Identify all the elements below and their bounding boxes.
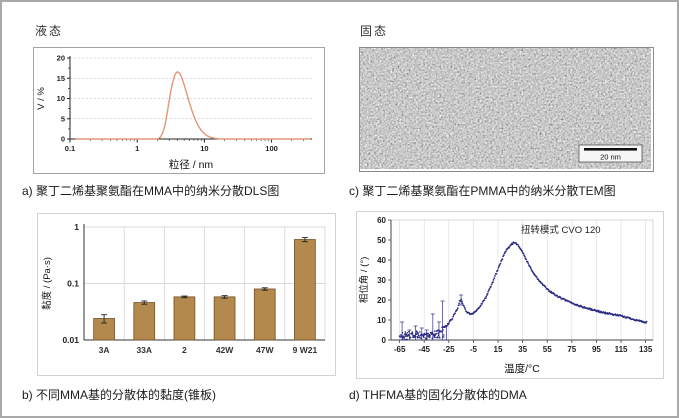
svg-text:100: 100 (265, 144, 278, 153)
svg-text:35: 35 (518, 345, 527, 354)
caption-panel-a: a) 聚丁二烯基聚氨酯在MMA中的纳米分散DLS图 (22, 184, 280, 198)
scale-bar-label: 20 nm (600, 153, 621, 162)
svg-text:0: 0 (61, 135, 65, 144)
tem-image-box: 20 nm (359, 47, 654, 172)
svg-text:40: 40 (377, 256, 386, 265)
svg-text:-5: -5 (470, 345, 478, 354)
svg-text:47W: 47W (256, 345, 274, 355)
svg-text:55: 55 (543, 345, 552, 354)
svg-text:粒径 / nm: 粒径 / nm (169, 158, 214, 171)
svg-text:20: 20 (377, 296, 386, 305)
dls-chart: 0 5 10 15 20 0.1 1 10 100 粒径 / nm V / % (36, 54, 312, 171)
svg-text:15: 15 (57, 74, 65, 83)
svg-text:0.01: 0.01 (62, 335, 79, 345)
caption-panel-d: d) THFMA基的固化分散体的DMA (349, 388, 527, 402)
caption-panel-c: c) 聚丁二烯基聚氨酯在PMMA中的纳米分散TEM图 (349, 184, 616, 198)
svg-text:75: 75 (567, 345, 576, 354)
svg-text:1: 1 (74, 222, 79, 232)
svg-text:10: 10 (200, 144, 208, 153)
svg-text:115: 115 (615, 345, 628, 354)
dma-scatter-chart: -65 -45 -25 -5 15 35 55 75 95 115 135 0 10 20 30 40 50 60… (358, 216, 654, 375)
svg-text:V / %: V / % (36, 87, 47, 110)
svg-text:0.1: 0.1 (67, 279, 79, 289)
dma-chart-box: -65 -45 -25 -5 15 35 55 75 95 115 135 0 10 20 30 40 50 60… (356, 211, 664, 379)
svg-text:42W: 42W (216, 345, 234, 355)
svg-text:扭转模式 CVO 120: 扭转模式 CVO 120 (521, 224, 601, 236)
svg-text:-45: -45 (418, 345, 430, 354)
svg-text:0: 0 (382, 336, 387, 345)
svg-text:温度/°C: 温度/°C (504, 362, 540, 375)
svg-text:9 W21: 9 W21 (293, 345, 318, 355)
svg-text:95: 95 (592, 345, 601, 354)
caption-panel-b: b) 不同MMA基的分散体的黏度(锥板) (22, 388, 216, 402)
scale-bar-line (584, 148, 637, 151)
svg-text:黏度 / (Pa·s): 黏度 / (Pa·s) (41, 257, 53, 310)
svg-text:5: 5 (61, 114, 65, 123)
svg-text:2: 2 (182, 345, 187, 355)
svg-text:33A: 33A (136, 345, 152, 355)
svg-text:30: 30 (377, 276, 386, 285)
svg-text:60: 60 (377, 216, 386, 225)
panel-a-state-label: 液态 (35, 24, 64, 38)
svg-text:-25: -25 (443, 345, 455, 354)
tem-scale-bar: 20 nm (578, 144, 643, 163)
svg-text:15: 15 (494, 345, 503, 354)
svg-text:0.1: 0.1 (65, 144, 75, 153)
viscosity-bar-chart: 3A 33A 2 42W 47W 9 W21 0.01 0.1 1 黏度 / (Pa·s) (41, 222, 326, 355)
dls-chart-box: 0 5 10 15 20 0.1 1 10 100 粒径 / nm V / % (33, 47, 325, 174)
svg-text:相位角 / (°): 相位角 / (°) (358, 257, 370, 304)
svg-text:10: 10 (57, 94, 65, 103)
svg-text:20: 20 (57, 54, 65, 63)
svg-text:10: 10 (377, 316, 386, 325)
svg-text:1: 1 (135, 144, 139, 153)
svg-text:50: 50 (377, 236, 386, 245)
svg-text:135: 135 (639, 345, 653, 354)
tem-micrograph: 20 nm (360, 48, 651, 169)
svg-text:-65: -65 (394, 345, 406, 354)
panel-c-state-label: 固态 (360, 24, 389, 38)
svg-text:3A: 3A (99, 345, 110, 355)
viscosity-chart-box: 3A 33A 2 42W 47W 9 W21 0.01 0.1 1 黏度 / (Pa·s) (37, 213, 336, 376)
